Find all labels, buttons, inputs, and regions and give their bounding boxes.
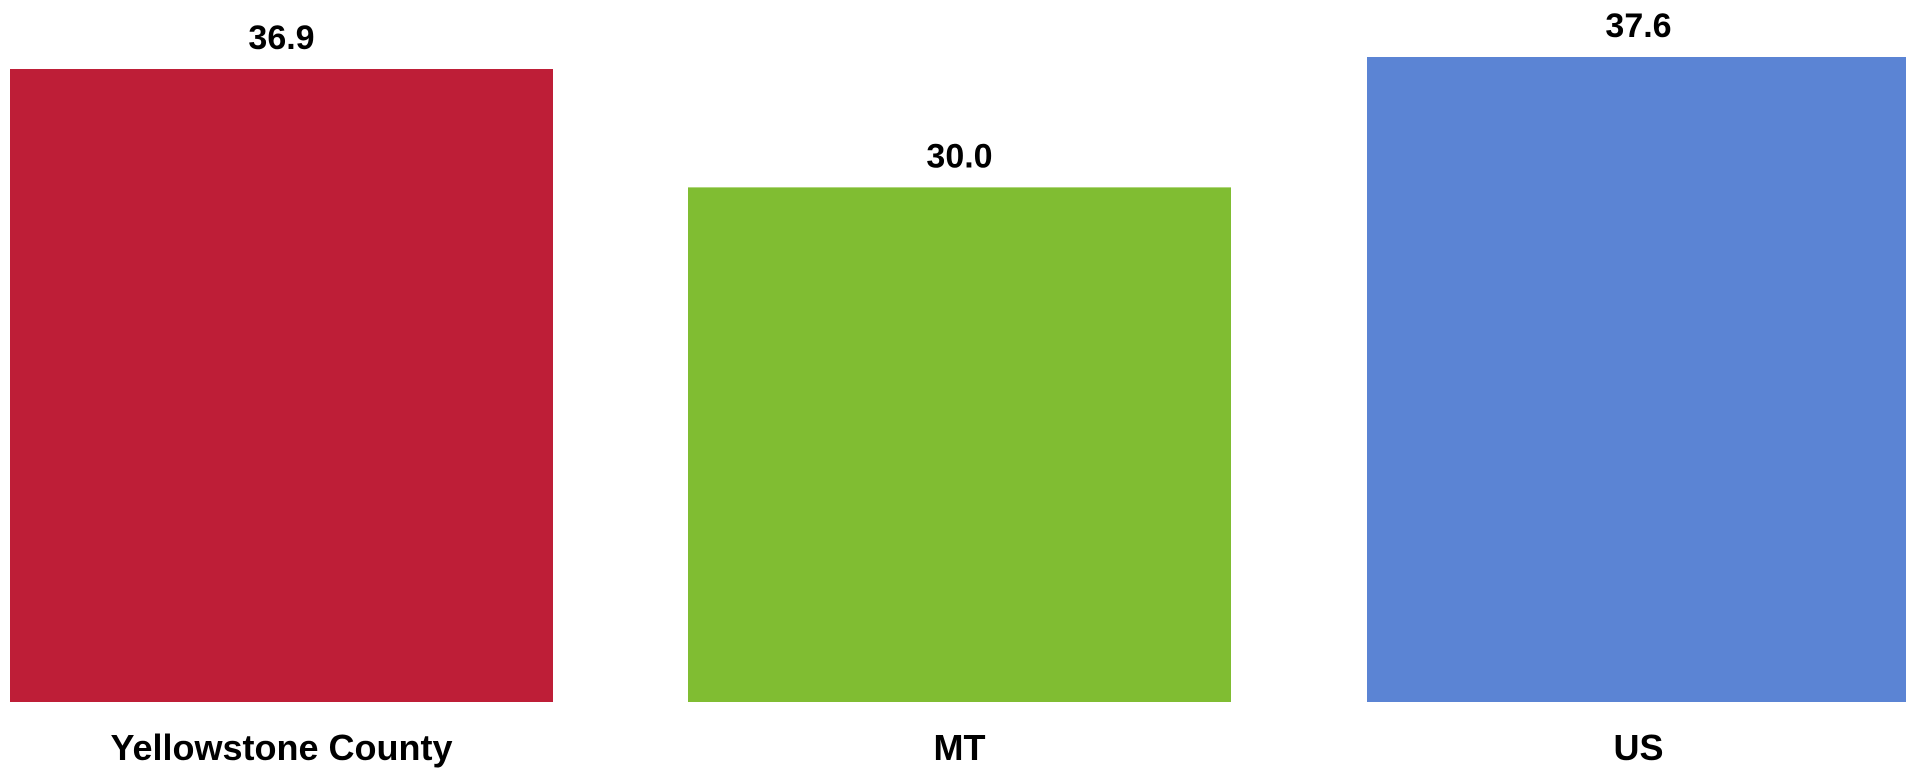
value-label-0: 36.9 <box>248 19 314 57</box>
value-labels-group: 36.9 30.0 37.6 <box>248 7 1671 175</box>
value-label-1: 30.0 <box>926 137 992 175</box>
category-labels-group: Yellowstone County MT US <box>110 727 1663 768</box>
bar-1 <box>688 187 1231 703</box>
category-label-0: Yellowstone County <box>110 727 452 768</box>
bar-0 <box>10 69 553 702</box>
bar-2 <box>1367 57 1906 702</box>
value-label-2: 37.6 <box>1605 7 1671 45</box>
category-label-2: US <box>1613 727 1663 768</box>
category-label-1: MT <box>934 727 986 768</box>
bars-group <box>10 57 1906 703</box>
